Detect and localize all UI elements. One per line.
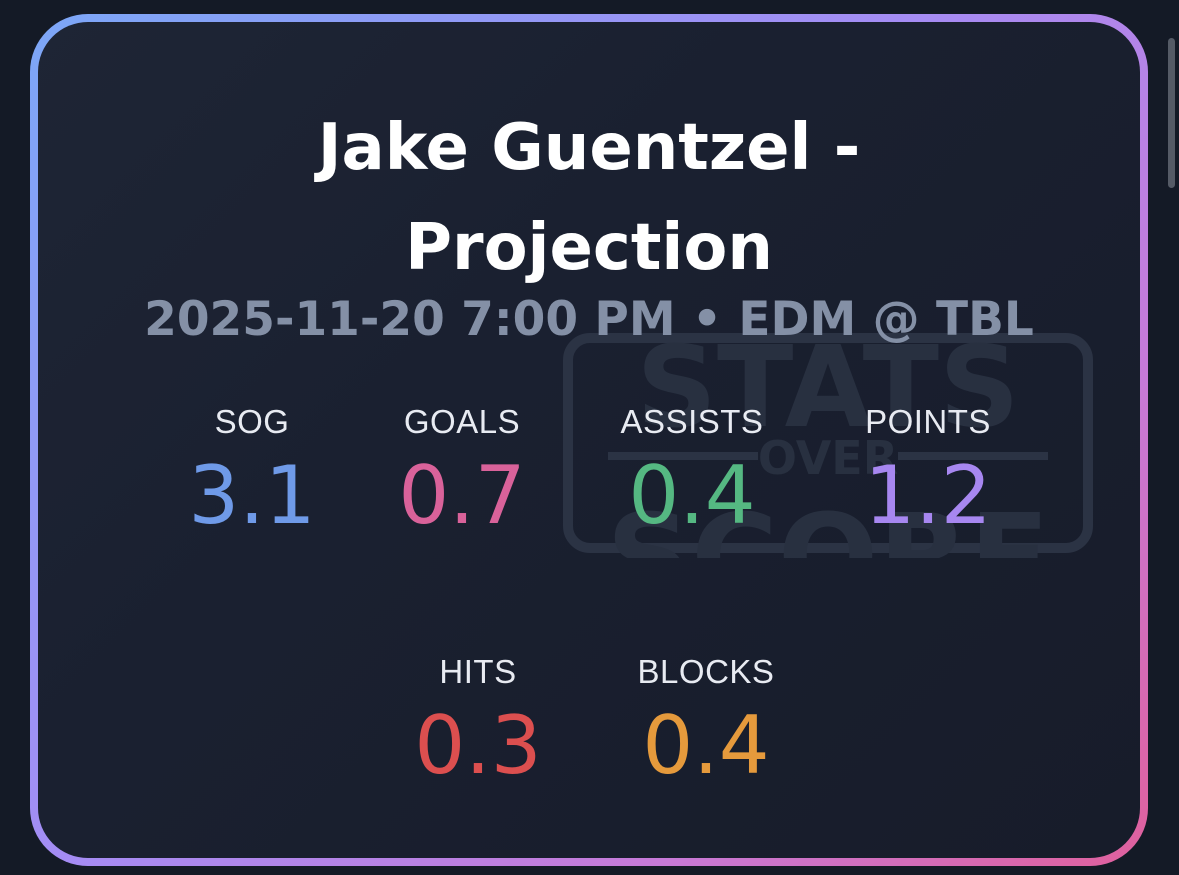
stat-value: 1.2 — [864, 449, 992, 542]
stat-assists: ASSISTS 0.4 — [582, 402, 802, 544]
game-info: 2025-11-20 7:00 PM • EDM @ TBL — [144, 292, 1034, 347]
stat-goals: GOALS 0.7 — [352, 402, 572, 544]
watermark-line1: STATS — [636, 323, 1019, 453]
stat-blocks: BLOCKS 0.4 — [596, 652, 816, 794]
stat-hits: HITS 0.3 — [368, 652, 588, 794]
stat-value: 0.3 — [414, 699, 542, 792]
title-line-2: Projection — [405, 211, 773, 285]
stat-value: 0.7 — [398, 449, 526, 542]
stat-label: BLOCKS — [637, 653, 775, 690]
stats-over-score-watermark: STATS OVER SCORE — [563, 323, 1093, 558]
stat-points: POINTS 1.2 — [818, 402, 1038, 544]
stat-value: 0.4 — [628, 449, 756, 542]
page-title: Jake Guentzel - Projection — [38, 98, 1140, 298]
stat-label: SOG — [214, 403, 290, 440]
watermark-line2: OVER — [758, 431, 898, 485]
stat-label: ASSISTS — [620, 403, 764, 440]
projection-card: STATS OVER SCORE Jake Guentzel - Project… — [38, 22, 1140, 858]
watermark-line3: SCORE — [606, 488, 1049, 558]
scrollbar[interactable] — [1168, 38, 1175, 188]
projection-card-border: STATS OVER SCORE Jake Guentzel - Project… — [30, 14, 1148, 866]
stat-label: GOALS — [403, 403, 521, 440]
stat-value: 0.4 — [642, 699, 770, 792]
stat-sog: SOG 3.1 — [142, 402, 362, 544]
stat-label: HITS — [439, 653, 517, 690]
title-line-1: Jake Guentzel - — [317, 111, 861, 185]
stat-value: 3.1 — [188, 449, 316, 542]
stat-label: POINTS — [865, 403, 991, 440]
